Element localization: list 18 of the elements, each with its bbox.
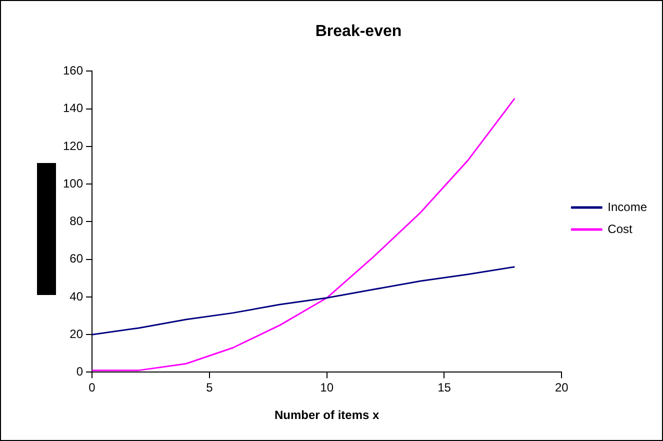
y-tick-label: 140 <box>62 101 84 116</box>
legend-label: Cost <box>608 222 633 236</box>
x-axis-title: Number of items x <box>274 408 380 422</box>
y-tick-label: 80 <box>70 214 84 228</box>
x-tick-label: 0 <box>88 380 96 395</box>
y-tick-label: 100 <box>62 176 84 190</box>
x-tick-label: 20 <box>554 380 569 395</box>
y-tick-label: 40 <box>70 289 84 304</box>
x-tick-label: 15 <box>438 380 452 395</box>
y-tick-label: 160 <box>62 64 84 78</box>
x-tick-label: 10 <box>320 380 334 395</box>
y-tick-label: 20 <box>70 326 84 341</box>
legend-label: Income <box>608 200 648 214</box>
x-tick-label: 5 <box>206 380 214 395</box>
y-tick-label: 0 <box>76 364 84 379</box>
y-tick-label: 60 <box>70 252 84 266</box>
y-tick-label: 120 <box>62 138 84 153</box>
chart-title: Break-even <box>315 23 402 40</box>
